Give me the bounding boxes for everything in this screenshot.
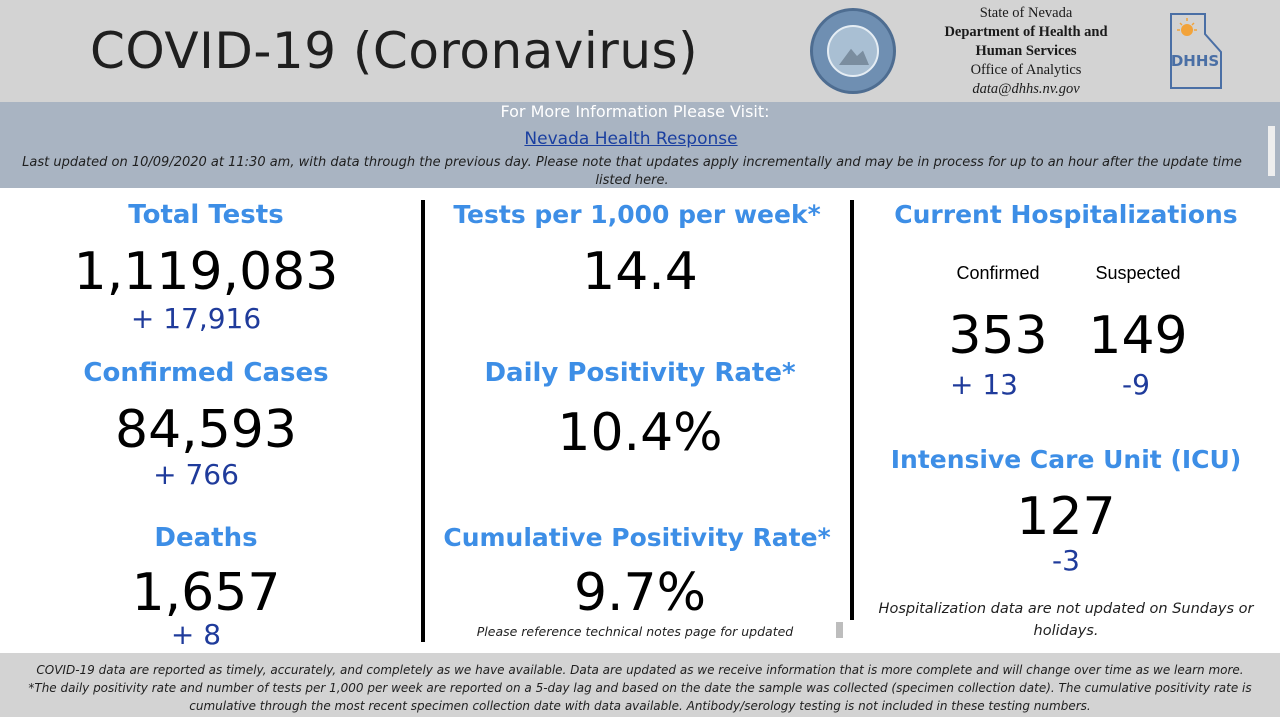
- state-name: State of Nevada: [979, 5, 1073, 21]
- note-scrollbar[interactable]: [836, 622, 843, 638]
- deaths-heading: Deaths: [154, 523, 258, 553]
- contact-email: data@dhhs.nv.gov: [972, 81, 1080, 97]
- confirmed-hospitalizations-delta: + 13: [950, 368, 1018, 401]
- department-info: State of Nevada Department of Health and…: [912, 4, 1140, 99]
- confirmed-cases-delta: + 766: [153, 458, 239, 491]
- deaths-value: 1,657: [131, 563, 281, 623]
- dhhs-logo-icon: DHHS: [1170, 13, 1222, 89]
- confirmed-cases-heading: Confirmed Cases: [83, 358, 329, 388]
- deaths-delta: + 8: [170, 618, 222, 651]
- suspected-hospitalizations-delta: -9: [1122, 368, 1150, 401]
- daily-positivity-heading: Daily Positivity Rate*: [484, 358, 796, 388]
- column-divider-right: [850, 200, 854, 620]
- confirmed-hospitalizations-value: 353: [948, 306, 1048, 366]
- info-bar: For More Information Please Visit: Nevad…: [0, 102, 1280, 188]
- page-title: COVID-19 (Coronavirus): [90, 22, 699, 80]
- footer-methodology-note: *The daily positivity rate and number of…: [28, 681, 1252, 713]
- logo-text: DHHS: [1171, 52, 1219, 70]
- hospitalization-note: Hospitalization data are not updated on …: [878, 601, 1254, 639]
- icu-heading: Intensive Care Unit (ICU): [890, 445, 1242, 474]
- department-name-line1: Department of Health and: [944, 24, 1108, 40]
- cumulative-positivity-value: 9.7%: [573, 563, 707, 623]
- cumulative-positivity-heading: Cumulative Positivity Rate*: [443, 523, 831, 552]
- nevada-health-response-link[interactable]: Nevada Health Response: [524, 129, 738, 149]
- footer: COVID-19 data are reported as timely, ac…: [0, 653, 1280, 717]
- icu-value: 127: [1016, 487, 1116, 547]
- tests-per-1000-value: 14.4: [582, 242, 698, 302]
- technical-notes-text: Please reference technical notes page fo…: [476, 624, 794, 639]
- total-tests-delta: + 17,916: [130, 302, 262, 335]
- suspected-hospitalizations-value: 149: [1088, 306, 1188, 366]
- info-scrollbar[interactable]: [1268, 126, 1275, 176]
- column-divider-left: [421, 200, 425, 642]
- confirmed-label: Confirmed: [956, 263, 1040, 283]
- tests-per-1000-heading: Tests per 1,000 per week*: [453, 200, 821, 229]
- department-name-line2: Human Services: [975, 43, 1077, 59]
- footer-disclaimer: COVID-19 data are reported as timely, ac…: [36, 663, 1244, 677]
- office-name: Office of Analytics: [970, 62, 1082, 78]
- total-tests-value: 1,119,083: [73, 242, 339, 302]
- confirmed-cases-value: 84,593: [115, 400, 297, 460]
- last-updated-text: Last updated on 10/09/2020 at 11:30 am, …: [22, 155, 1242, 188]
- suspected-label: Suspected: [1095, 263, 1181, 283]
- header: COVID-19 (Coronavirus) State of Nevada D…: [0, 0, 1280, 102]
- daily-positivity-value: 10.4%: [557, 403, 723, 463]
- icu-delta: -3: [1052, 544, 1080, 577]
- current-hospitalizations-heading: Current Hospitalizations: [894, 200, 1238, 229]
- nevada-seal-icon: [810, 8, 896, 94]
- total-tests-heading: Total Tests: [128, 200, 284, 230]
- info-title: For More Information Please Visit:: [500, 102, 770, 121]
